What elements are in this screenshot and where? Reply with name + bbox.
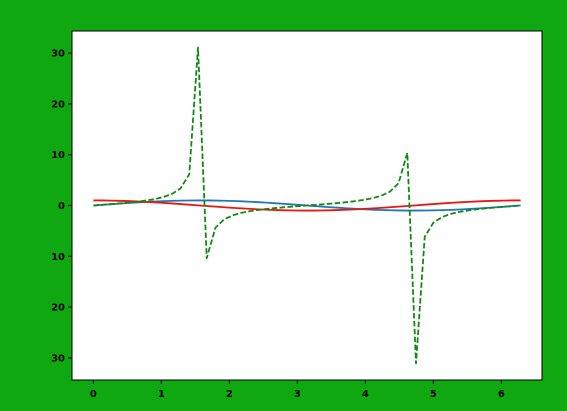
x-tick-label: 2 xyxy=(226,389,233,400)
series-layer xyxy=(93,46,521,365)
y-tick-label: 20 xyxy=(51,303,65,314)
axis-layer: 0 1 2 3 4 5 6 30 20 10 0 10 20 30 xyxy=(51,49,505,400)
x-tick-label: 0 xyxy=(90,389,97,400)
y-tick-label: 10 xyxy=(51,150,65,161)
x-tick-label: 3 xyxy=(294,389,301,400)
y-tick-label: 30 xyxy=(51,353,65,364)
y-tick-label: 30 xyxy=(51,49,65,60)
x-tick-label: 4 xyxy=(362,389,369,400)
x-tick-label: 6 xyxy=(498,389,505,400)
series-line-2 xyxy=(93,199,521,212)
y-tick-label: 0 xyxy=(58,201,65,212)
y-tick-label: 10 xyxy=(51,252,65,263)
x-tick-label: 1 xyxy=(158,389,165,400)
series-line-3 xyxy=(93,46,521,365)
x-tick-label: 5 xyxy=(430,389,437,400)
y-tick-label: 20 xyxy=(51,99,65,110)
